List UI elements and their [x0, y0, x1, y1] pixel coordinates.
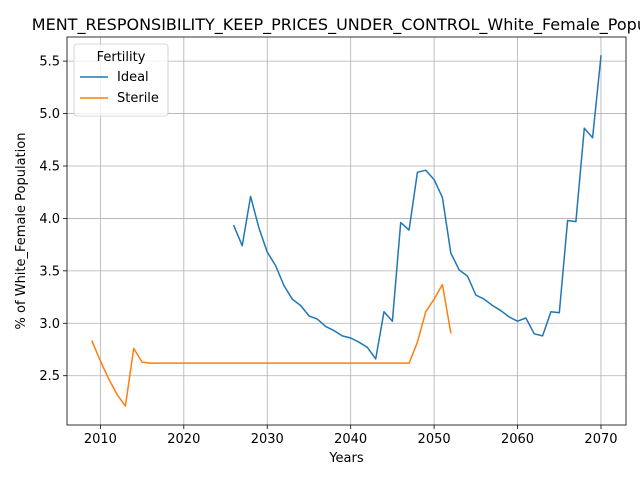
y-tick-label: 4.0	[39, 212, 60, 227]
y-tick-label: 3.5	[39, 264, 60, 279]
y-tick-label: 2.5	[39, 369, 60, 384]
series-line-ideal	[232, 55, 602, 360]
y-tick-label: 5.5	[39, 55, 60, 70]
y-axis-ticks: 2.5 3.0 3.5 4.0 4.5 5.0 5.5	[39, 55, 67, 384]
x-tick-label: 2070	[584, 432, 617, 447]
y-tick-label: 3.0	[39, 317, 60, 332]
legend-title: Fertility	[97, 50, 146, 65]
grid-lines	[67, 37, 626, 425]
series-line-sterile	[91, 283, 452, 407]
legend: Fertility Ideal Sterile	[73, 43, 169, 117]
x-axis-label: Years	[328, 451, 364, 466]
legend-label-ideal: Ideal	[117, 70, 149, 85]
y-axis-label: % of White_Female Population	[14, 133, 29, 330]
series-lines	[91, 55, 602, 407]
x-tick-label: 2010	[84, 432, 117, 447]
x-tick-label: 2020	[167, 432, 200, 447]
x-tick-label: 2060	[501, 432, 534, 447]
y-tick-label: 4.5	[39, 159, 60, 174]
y-tick-label: 5.0	[39, 107, 60, 122]
plot-frame	[66, 36, 627, 426]
x-tick-label: 2040	[334, 432, 367, 447]
x-tick-label: 2050	[418, 432, 451, 447]
legend-items: Ideal Sterile	[80, 70, 159, 106]
x-tick-label: 2030	[251, 432, 284, 447]
x-axis-ticks: 2010 2020 2030 2040 2050 2060 2070	[84, 425, 618, 447]
chart-title: MENT_RESPONSIBILITY_KEEP_PRICES_UNDER_CO…	[32, 15, 640, 35]
legend-label-sterile: Sterile	[117, 91, 159, 106]
